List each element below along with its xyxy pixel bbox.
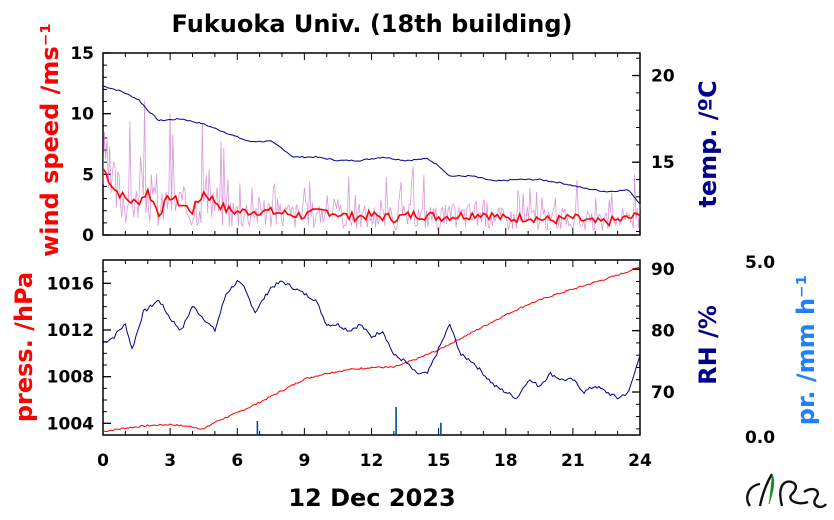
- bottom-series: [102, 266, 641, 435]
- precip-tick-label: 5.0: [745, 253, 775, 273]
- wind-raw-line: [102, 100, 641, 232]
- x-tick-labels: 0 3 6 9 12 15 18 21 24: [97, 451, 652, 471]
- bottom-panel-frame: [102, 259, 641, 436]
- rh-axis-label: RH /%: [694, 305, 722, 385]
- y-tick-label: 1016: [47, 274, 94, 294]
- x-axis-label: 12 Dec 2023: [288, 484, 455, 512]
- top-panel-frame: [102, 52, 641, 236]
- y-tick-label: 1012: [47, 321, 94, 341]
- top-series: [102, 85, 641, 232]
- wind-axis-label: wind speed /ms⁻¹: [36, 23, 64, 257]
- bottom-tick-marks: [102, 260, 641, 435]
- bottom-panel: 1004 1008 1012 1016 70 80 90 5.0 0.0 press. /h…: [10, 253, 820, 448]
- y-tick-label: 15: [651, 153, 675, 173]
- humidity-line: [102, 279, 641, 400]
- chart-title: Fukuoka Univ. (18th building): [172, 10, 573, 38]
- x-tick-label: 9: [298, 451, 310, 471]
- y-tick-label: 70: [651, 383, 675, 403]
- y-tick-label: 80: [651, 322, 675, 342]
- x-tick-label: 15: [427, 451, 451, 471]
- pressure-line: [102, 266, 641, 433]
- pressure-tick-labels: 1004 1008 1012 1016: [47, 259, 111, 436]
- y-tick-label: 0: [82, 226, 94, 246]
- x-tick-label: 12: [360, 451, 384, 471]
- y-tick-label: 10: [70, 105, 94, 125]
- y-tick-label: 15: [70, 44, 94, 64]
- temperature-line: [102, 85, 641, 205]
- x-tick-label: 6: [231, 451, 243, 471]
- x-tick-label: 3: [164, 451, 176, 471]
- x-tick-label: 18: [494, 451, 518, 471]
- y-tick-label: 90: [651, 260, 675, 280]
- temp-axis-label: temp. /ºC: [694, 80, 722, 207]
- y-tick-label: 1004: [47, 414, 94, 434]
- wind-tick-labels: 0 5 10 15: [70, 44, 111, 246]
- pressure-axis-label: press. /hPa: [10, 272, 38, 422]
- precip-tick-labels: 5.0 0.0: [745, 253, 775, 448]
- y-tick-label: 5: [82, 165, 94, 185]
- precip-axis-label: pr. /mm h⁻¹: [792, 275, 820, 425]
- precip-tick-label: 0.0: [745, 428, 775, 448]
- rh-tick-labels: 70 80 90: [632, 260, 675, 430]
- y-tick-label: 1008: [47, 368, 94, 388]
- university-logo-icon: [746, 473, 827, 509]
- x-tick-label: 24: [628, 451, 652, 471]
- x-tick-label: 21: [561, 451, 585, 471]
- y-tick-label: 20: [651, 67, 675, 87]
- wind-speed-line: [102, 167, 641, 228]
- top-tick-marks: [102, 53, 641, 235]
- x-tick-label: 0: [97, 451, 109, 471]
